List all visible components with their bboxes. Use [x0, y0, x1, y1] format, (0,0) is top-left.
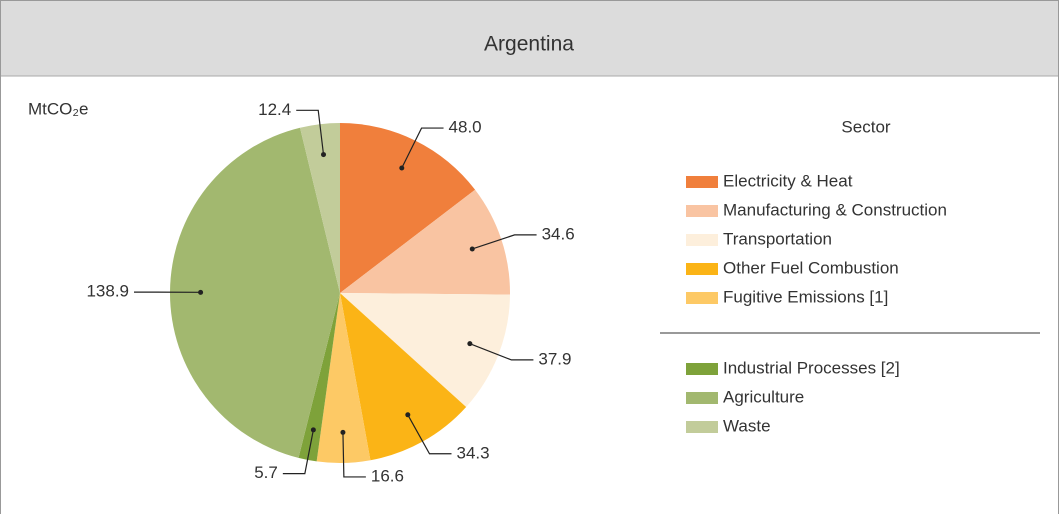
legend-label: Agriculture: [723, 387, 804, 406]
legend-label: Fugitive Emissions [1]: [723, 287, 888, 306]
leader-line: [401, 127, 444, 169]
leader-line: [282, 429, 314, 475]
header: [1, 1, 1058, 76]
legend-label: Other Fuel Combustion: [723, 258, 899, 277]
leader-line: [407, 414, 452, 455]
unit-label: MtCO₂e: [28, 99, 88, 118]
legend-label: Waste: [723, 416, 771, 435]
legend-label: Electricity & Heat: [723, 171, 853, 190]
data-label: 12.4: [258, 100, 291, 119]
legend-swatch: [686, 392, 718, 404]
pie-slice: [170, 127, 340, 458]
pie-slice: [300, 123, 340, 293]
data-label: 48.0: [449, 118, 482, 137]
legend-swatch: [686, 176, 718, 188]
pie-slice: [340, 293, 510, 407]
legend-swatch: [686, 234, 718, 246]
data-label: 16.6: [371, 466, 404, 485]
chart-title: Argentina: [484, 33, 574, 56]
legend-label: Industrial Processes [2]: [723, 358, 900, 377]
legend-label: Manufacturing & Construction: [723, 200, 947, 219]
legend-swatch: [686, 292, 718, 304]
pie-slice: [340, 189, 510, 295]
leader-line: [469, 343, 534, 361]
data-label: 34.3: [456, 443, 489, 462]
data-label: 34.6: [542, 224, 575, 243]
pie-slice: [298, 293, 340, 462]
legend-swatch: [686, 205, 718, 217]
legend-title: Sector: [841, 117, 890, 136]
legend-swatch: [686, 363, 718, 375]
data-label: 5.7: [254, 463, 278, 482]
leader-line: [342, 432, 366, 478]
legend-swatch: [686, 421, 718, 433]
leader-line: [472, 234, 537, 250]
data-label: 37.9: [538, 349, 571, 368]
legend-label: Transportation: [723, 229, 832, 248]
pie-slice: [340, 123, 476, 293]
legend-swatch: [686, 263, 718, 275]
data-label: 138.9: [86, 282, 129, 301]
leader-line: [296, 109, 325, 155]
pie-slice: [340, 293, 467, 461]
pie-slice: [316, 293, 371, 463]
